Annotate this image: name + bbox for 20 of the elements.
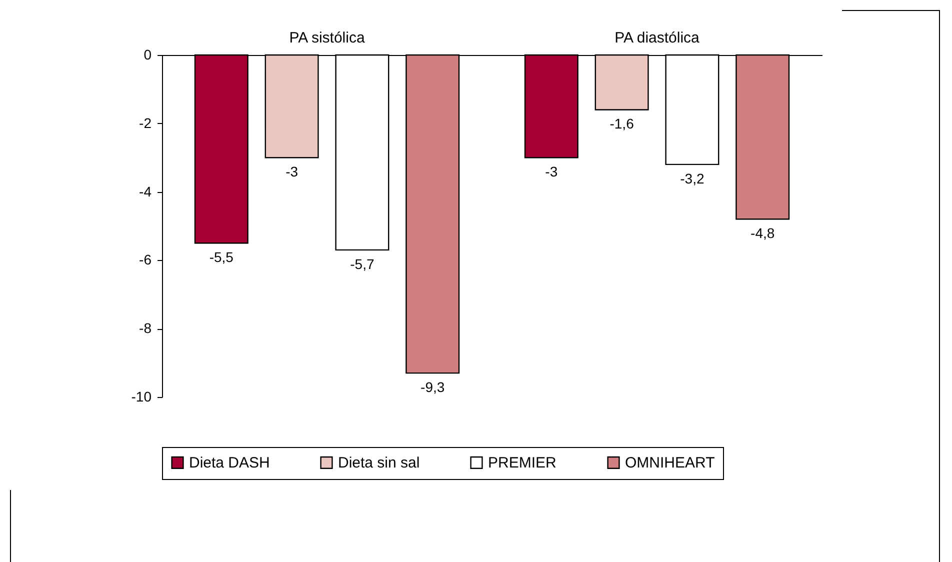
y-tick-label: -2 [139,114,152,131]
x-tick-label: PA sistólica [289,30,366,46]
legend-label: PREMIER [488,454,557,472]
data-label: -3,2 [680,170,704,186]
legend-label: Dieta sin sal [338,454,420,472]
x-tick-label: PA diastólica [614,30,700,46]
legend-label: OMNIHEART [625,454,715,472]
data-label: -5,5 [209,249,234,266]
data-label: -1,6 [610,116,634,132]
data-label: -4,8 [750,225,775,242]
legend-label: Dieta DASH [189,454,270,472]
y-tick-label: -8 [139,320,152,336]
data-label: -5,7 [350,256,374,272]
data-label: -9,3 [420,379,445,396]
y-tick-label: -4 [139,183,152,200]
y-tick-label: -10 [131,388,152,404]
y-tick-label: 0 [144,46,152,62]
y-tick-label: -6 [139,252,152,268]
data-label: -3 [286,164,298,180]
data-label: -3 [545,164,558,180]
